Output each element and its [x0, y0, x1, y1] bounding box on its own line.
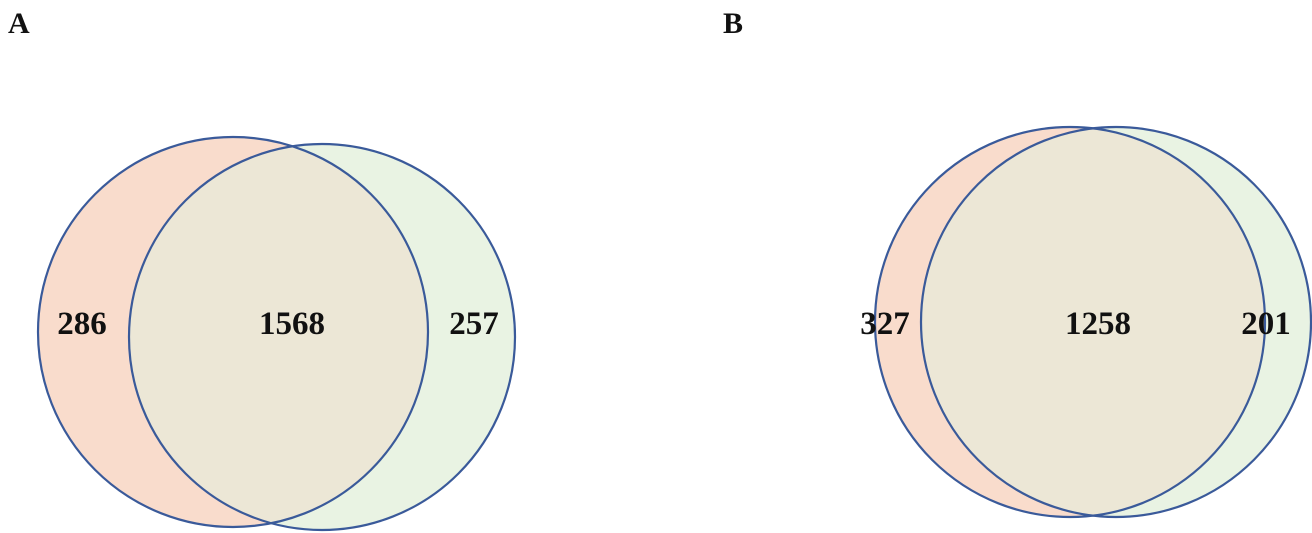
- panel-b-left-outline: [873, 125, 1267, 519]
- panel-b: B 327 1258 201: [723, 7, 1312, 519]
- panel-a-left-outline: [36, 135, 430, 529]
- panel-a-intersection-count: 1568: [259, 306, 325, 342]
- panel-a-right-outline: [127, 142, 517, 532]
- panel-b-intersection-count: 1258: [1065, 306, 1131, 342]
- panel-a-right-only-count: 257: [449, 306, 499, 342]
- panel-b-label: B: [723, 7, 743, 40]
- panel-a: A 286 1568 257: [8, 7, 517, 532]
- panel-b-right-only-count: 201: [1241, 306, 1291, 342]
- panel-b-right-outline: [919, 125, 1312, 519]
- panel-a-left-only-count: 286: [57, 306, 107, 342]
- panel-b-overlap: [921, 127, 1265, 517]
- panel-b-left-only-count: 327: [860, 306, 910, 342]
- panel-a-label: A: [8, 7, 30, 40]
